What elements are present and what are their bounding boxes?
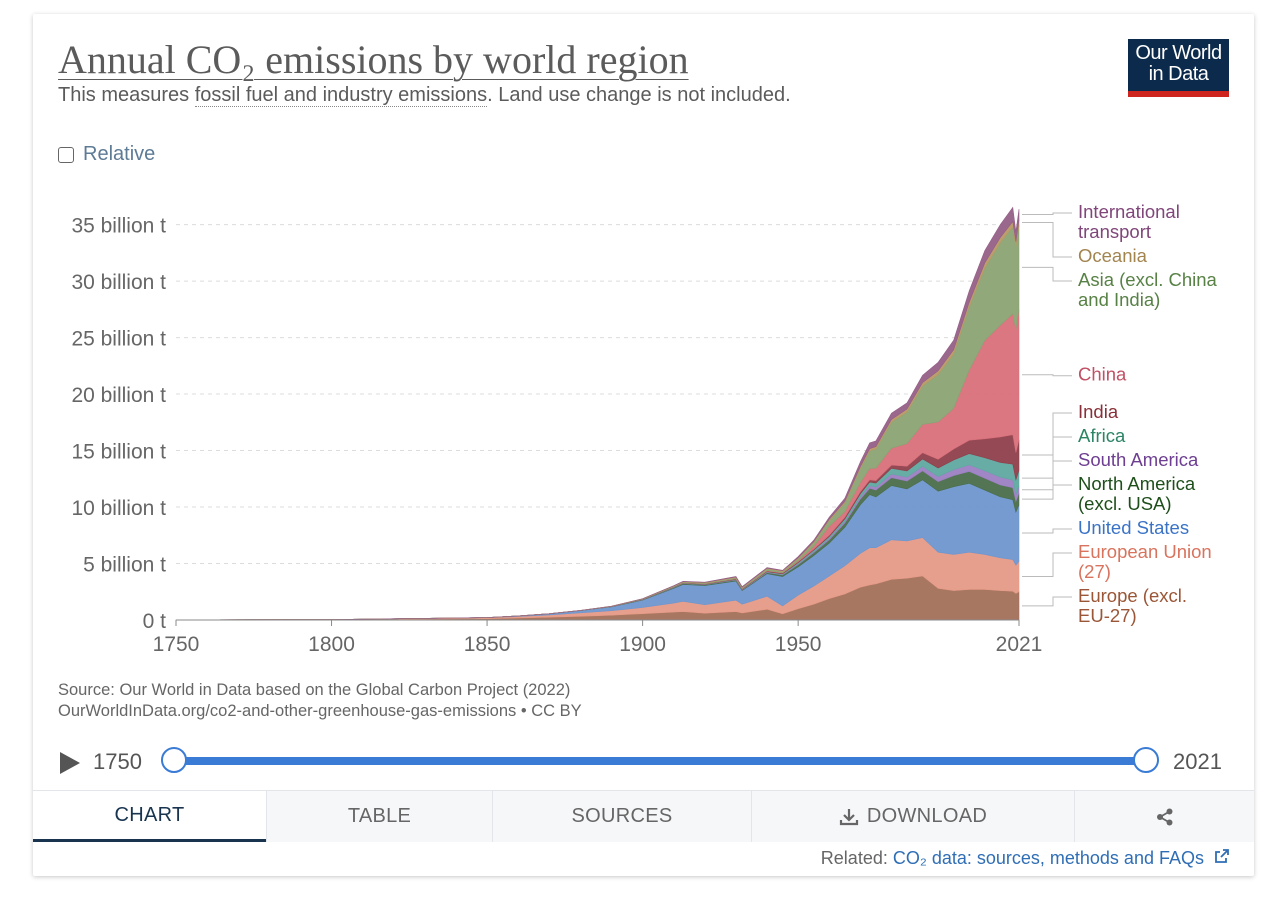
logo-line-1: Our World <box>1135 42 1222 64</box>
tab-chart-label: CHART <box>114 803 185 826</box>
y-tick-label: 35 billion t <box>71 215 166 238</box>
tab-download[interactable]: DOWNLOAD <box>751 791 1074 842</box>
legend-connector <box>1022 528 1072 534</box>
y-tick-label: 30 billion t <box>71 271 166 294</box>
legend-label-line: (27) <box>1078 561 1111 582</box>
related-link-row: Related: CO₂ data: sources, methods and … <box>821 848 1229 869</box>
timeline: 1750 2021 <box>33 744 1254 784</box>
y-tick-label: 0 t <box>143 610 167 633</box>
source-line-1[interactable]: Source: Our World in Data based on the G… <box>58 681 571 699</box>
legend-label-oceania[interactable]: Oceania <box>1078 245 1148 266</box>
area-international-transport[interactable] <box>175 206 1020 621</box>
owid-logo[interactable]: Our World in Data <box>1128 39 1229 97</box>
legend-label-line: International <box>1078 201 1180 222</box>
legend-label-international-transport[interactable]: International transport <box>1078 201 1180 242</box>
legend-label-line: and India) <box>1078 289 1160 310</box>
logo-line-2: in Data <box>1148 63 1209 85</box>
legend-connector <box>1022 412 1072 456</box>
source-line-2[interactable]: OurWorldInData.org/co2-and-other-greenho… <box>58 702 582 720</box>
legend-connector <box>1022 374 1072 377</box>
y-tick-label: 15 billion t <box>71 441 166 464</box>
legend-label-india[interactable]: India <box>1078 401 1119 422</box>
related-link[interactable]: CO₂ data: sources, methods and FAQs <box>892 848 1204 868</box>
y-tick-label: 10 billion t <box>71 497 166 520</box>
legend-label-south-america[interactable]: South America <box>1078 449 1199 470</box>
chart-card: Annual CO₂ emissions by world region Thi… <box>33 14 1254 876</box>
download-icon <box>839 808 859 825</box>
subtitle-text-pre: This measures <box>58 84 195 106</box>
y-tick-label: 20 billion t <box>71 384 166 407</box>
legend-connector <box>1022 266 1072 282</box>
legend-label-line: Africa <box>1078 425 1126 446</box>
tab-chart[interactable]: CHART <box>33 791 266 842</box>
legend-connector <box>1022 596 1072 607</box>
source-note: Source: Our World in Data based on the G… <box>58 680 582 722</box>
legend-label-european-union-27[interactable]: European Union (27) <box>1078 541 1212 582</box>
y-tick-label: 25 billion t <box>71 328 166 351</box>
legend-connector <box>1022 552 1072 578</box>
chart-subtitle: This measures fossil fuel and industry e… <box>58 84 791 107</box>
relative-checkbox[interactable] <box>58 146 74 163</box>
legend-label-line: Europe (excl. <box>1078 585 1187 606</box>
legend-label-line: Oceania <box>1078 245 1148 266</box>
legend-connector <box>1022 484 1072 500</box>
logo-bar <box>1128 91 1229 97</box>
x-tick-label: 1750 <box>153 633 200 656</box>
timeline-start-label: 1750 <box>93 749 142 774</box>
share-icon <box>1156 808 1172 825</box>
legend-label-line: India <box>1078 401 1119 422</box>
subtitle-text-post: . Land use change is not included. <box>487 84 791 106</box>
related-prefix: Related: <box>820 848 893 868</box>
legend-label-line: China <box>1078 364 1127 385</box>
legend-label-line: transport <box>1078 221 1151 242</box>
x-tick-label: 1900 <box>619 633 666 656</box>
x-tick-label: 1800 <box>308 633 355 656</box>
subtitle-link[interactable]: fossil fuel and industry emissions <box>194 84 488 107</box>
external-link-icon[interactable] <box>1215 849 1229 863</box>
x-tick-label: 1950 <box>775 633 822 656</box>
tab-table-label: TABLE <box>347 805 412 827</box>
play-icon[interactable] <box>60 752 80 774</box>
legend-label-line: South America <box>1078 449 1199 470</box>
legend-connector <box>1022 221 1072 258</box>
tab-bar: CHART TABLE SOURCES DOWNLOAD <box>33 790 1254 842</box>
legend-label-asia-excl-china-and-india[interactable]: Asia (excl. China and India) <box>1078 269 1218 310</box>
legend-label-line: North America <box>1078 473 1196 494</box>
tab-sources-label: SOURCES <box>571 805 673 827</box>
tab-table[interactable]: TABLE <box>266 791 492 842</box>
legend-label-line: Asia (excl. China <box>1078 269 1218 290</box>
legend-label-line: (excl. USA) <box>1078 493 1172 514</box>
tab-sources[interactable]: SOURCES <box>492 791 751 842</box>
legend-connector <box>1022 460 1072 491</box>
area-chart: 0 t 5 billion t 10 billion t 15 billion t 20… <box>71 201 1218 656</box>
x-tick-label: 1850 <box>464 633 511 656</box>
legend-label-north-america-excl-usa[interactable]: North America (excl. USA) <box>1078 473 1196 514</box>
x-tick-label: 2021 <box>996 633 1043 656</box>
legend-label-line: United States <box>1078 517 1189 538</box>
legend-label-line: EU-27) <box>1078 605 1137 626</box>
timeline-start-handle[interactable] <box>161 747 187 773</box>
legend-connector <box>1022 212 1072 215</box>
timeline-track[interactable] <box>174 757 1146 765</box>
chart-title[interactable]: Annual CO₂ emissions by world region <box>58 37 689 82</box>
legend-label-africa[interactable]: Africa <box>1078 425 1126 446</box>
timeline-end-label: 2021 <box>1173 749 1222 774</box>
legend-connector <box>1022 436 1072 479</box>
timeline-end-handle[interactable] <box>1133 747 1159 773</box>
y-tick-label: 5 billion t <box>83 554 166 577</box>
relative-label: Relative <box>83 143 156 165</box>
tab-download-label: DOWNLOAD <box>866 805 988 827</box>
relative-toggle[interactable]: Relative <box>58 143 155 166</box>
legend-label-line: European Union <box>1078 541 1212 562</box>
legend-label-europe-excl-eu-27[interactable]: Europe (excl. EU-27) <box>1078 585 1187 626</box>
tab-share[interactable] <box>1074 791 1254 842</box>
legend-label-united-states[interactable]: United States <box>1078 517 1189 538</box>
legend-label-china[interactable]: China <box>1078 364 1127 385</box>
